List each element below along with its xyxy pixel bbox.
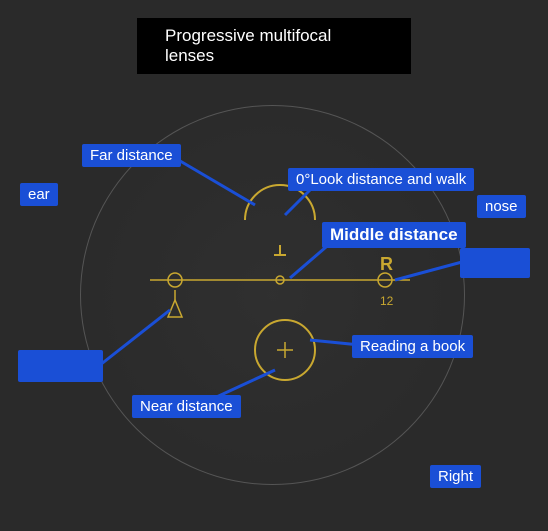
label-near-distance-text: Near distance (140, 398, 233, 415)
label-middle-distance: Middle distance (322, 222, 466, 248)
label-reading-book-text: Reading a book (360, 338, 465, 355)
label-near-distance: Near distance (132, 395, 241, 418)
label-right-text: Right (438, 468, 473, 485)
label-reading-book: Reading a book (352, 335, 473, 358)
label-empty-right (460, 248, 530, 278)
label-ear: ear (20, 183, 58, 206)
label-right: Right (430, 465, 481, 488)
label-look-distance-text: 0°Look distance and walk (296, 171, 466, 188)
title-bar: Progressive multifocal lenses (137, 18, 411, 74)
label-ear-text: ear (28, 186, 50, 203)
label-far-distance: Far distance (82, 144, 181, 167)
title-text: Progressive multifocal lenses (165, 26, 331, 65)
label-far-distance-text: Far distance (90, 147, 173, 164)
label-nose-text: nose (485, 198, 518, 215)
label-nose: nose (477, 195, 526, 218)
label-middle-distance-text: Middle distance (330, 225, 458, 244)
label-look-distance: 0°Look distance and walk (288, 168, 474, 191)
label-empty-left (18, 350, 103, 382)
